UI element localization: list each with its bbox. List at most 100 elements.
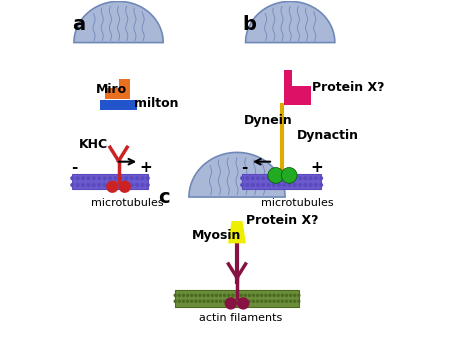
Circle shape <box>178 300 181 303</box>
Circle shape <box>194 300 198 303</box>
Circle shape <box>293 300 296 303</box>
Circle shape <box>219 300 222 303</box>
Polygon shape <box>228 221 246 243</box>
Circle shape <box>309 183 313 187</box>
Circle shape <box>293 183 297 187</box>
Circle shape <box>194 294 198 297</box>
Circle shape <box>173 300 177 303</box>
Circle shape <box>256 294 259 297</box>
Circle shape <box>198 300 201 303</box>
Text: Protein X?: Protein X? <box>312 81 384 94</box>
Circle shape <box>146 176 150 180</box>
Circle shape <box>285 294 288 297</box>
Bar <box>72 174 148 189</box>
Circle shape <box>182 294 185 297</box>
Circle shape <box>102 176 107 180</box>
Circle shape <box>118 181 131 193</box>
Circle shape <box>210 300 214 303</box>
Circle shape <box>129 176 134 180</box>
Circle shape <box>227 300 230 303</box>
Bar <box>284 70 292 86</box>
Circle shape <box>106 181 118 193</box>
Circle shape <box>182 300 185 303</box>
Circle shape <box>261 183 265 187</box>
Circle shape <box>223 300 227 303</box>
Circle shape <box>272 183 276 187</box>
Circle shape <box>282 176 286 180</box>
Circle shape <box>178 294 181 297</box>
Circle shape <box>251 183 255 187</box>
Circle shape <box>202 300 206 303</box>
Text: c: c <box>158 189 170 208</box>
Circle shape <box>293 294 296 297</box>
Circle shape <box>260 300 264 303</box>
Circle shape <box>252 294 255 297</box>
Circle shape <box>207 294 210 297</box>
Circle shape <box>285 300 288 303</box>
Circle shape <box>113 176 118 180</box>
Circle shape <box>215 300 218 303</box>
Text: +: + <box>310 160 323 175</box>
Circle shape <box>303 183 307 187</box>
Circle shape <box>190 300 193 303</box>
Circle shape <box>319 183 323 187</box>
Circle shape <box>146 183 150 187</box>
Circle shape <box>268 167 283 183</box>
Circle shape <box>268 294 272 297</box>
Circle shape <box>124 176 128 180</box>
Circle shape <box>75 176 80 180</box>
Circle shape <box>289 294 292 297</box>
Circle shape <box>276 300 280 303</box>
Circle shape <box>223 294 227 297</box>
Circle shape <box>207 300 210 303</box>
Circle shape <box>289 300 292 303</box>
Text: Protein X?: Protein X? <box>246 215 319 227</box>
Text: +: + <box>139 160 152 175</box>
Circle shape <box>298 176 302 180</box>
Circle shape <box>273 300 276 303</box>
Circle shape <box>266 176 271 180</box>
Circle shape <box>202 294 206 297</box>
Circle shape <box>297 294 301 297</box>
Polygon shape <box>189 152 285 197</box>
Circle shape <box>287 183 292 187</box>
Circle shape <box>215 294 218 297</box>
Circle shape <box>264 294 267 297</box>
Text: milton: milton <box>134 97 179 110</box>
Circle shape <box>282 183 286 187</box>
Circle shape <box>277 183 281 187</box>
Circle shape <box>186 300 189 303</box>
Circle shape <box>247 300 251 303</box>
Circle shape <box>276 294 280 297</box>
Circle shape <box>140 176 145 180</box>
Circle shape <box>81 176 85 180</box>
Circle shape <box>281 300 284 303</box>
Text: Dynactin: Dynactin <box>296 129 358 142</box>
Circle shape <box>260 294 264 297</box>
Circle shape <box>272 176 276 180</box>
Polygon shape <box>74 1 163 43</box>
Circle shape <box>240 176 244 180</box>
Circle shape <box>239 294 243 297</box>
Circle shape <box>227 294 230 297</box>
Circle shape <box>108 183 112 187</box>
Circle shape <box>86 183 91 187</box>
Circle shape <box>92 183 96 187</box>
Circle shape <box>135 183 139 187</box>
Circle shape <box>129 183 134 187</box>
Circle shape <box>314 176 318 180</box>
Text: a: a <box>72 15 85 34</box>
Polygon shape <box>118 79 129 88</box>
Circle shape <box>108 176 112 180</box>
Circle shape <box>118 176 123 180</box>
Circle shape <box>235 294 239 297</box>
Circle shape <box>118 183 123 187</box>
Circle shape <box>273 294 276 297</box>
Circle shape <box>261 176 265 180</box>
Text: actin filaments: actin filaments <box>199 313 283 323</box>
Circle shape <box>264 300 267 303</box>
Circle shape <box>81 183 85 187</box>
Circle shape <box>309 176 313 180</box>
Circle shape <box>293 176 297 180</box>
Circle shape <box>97 183 101 187</box>
